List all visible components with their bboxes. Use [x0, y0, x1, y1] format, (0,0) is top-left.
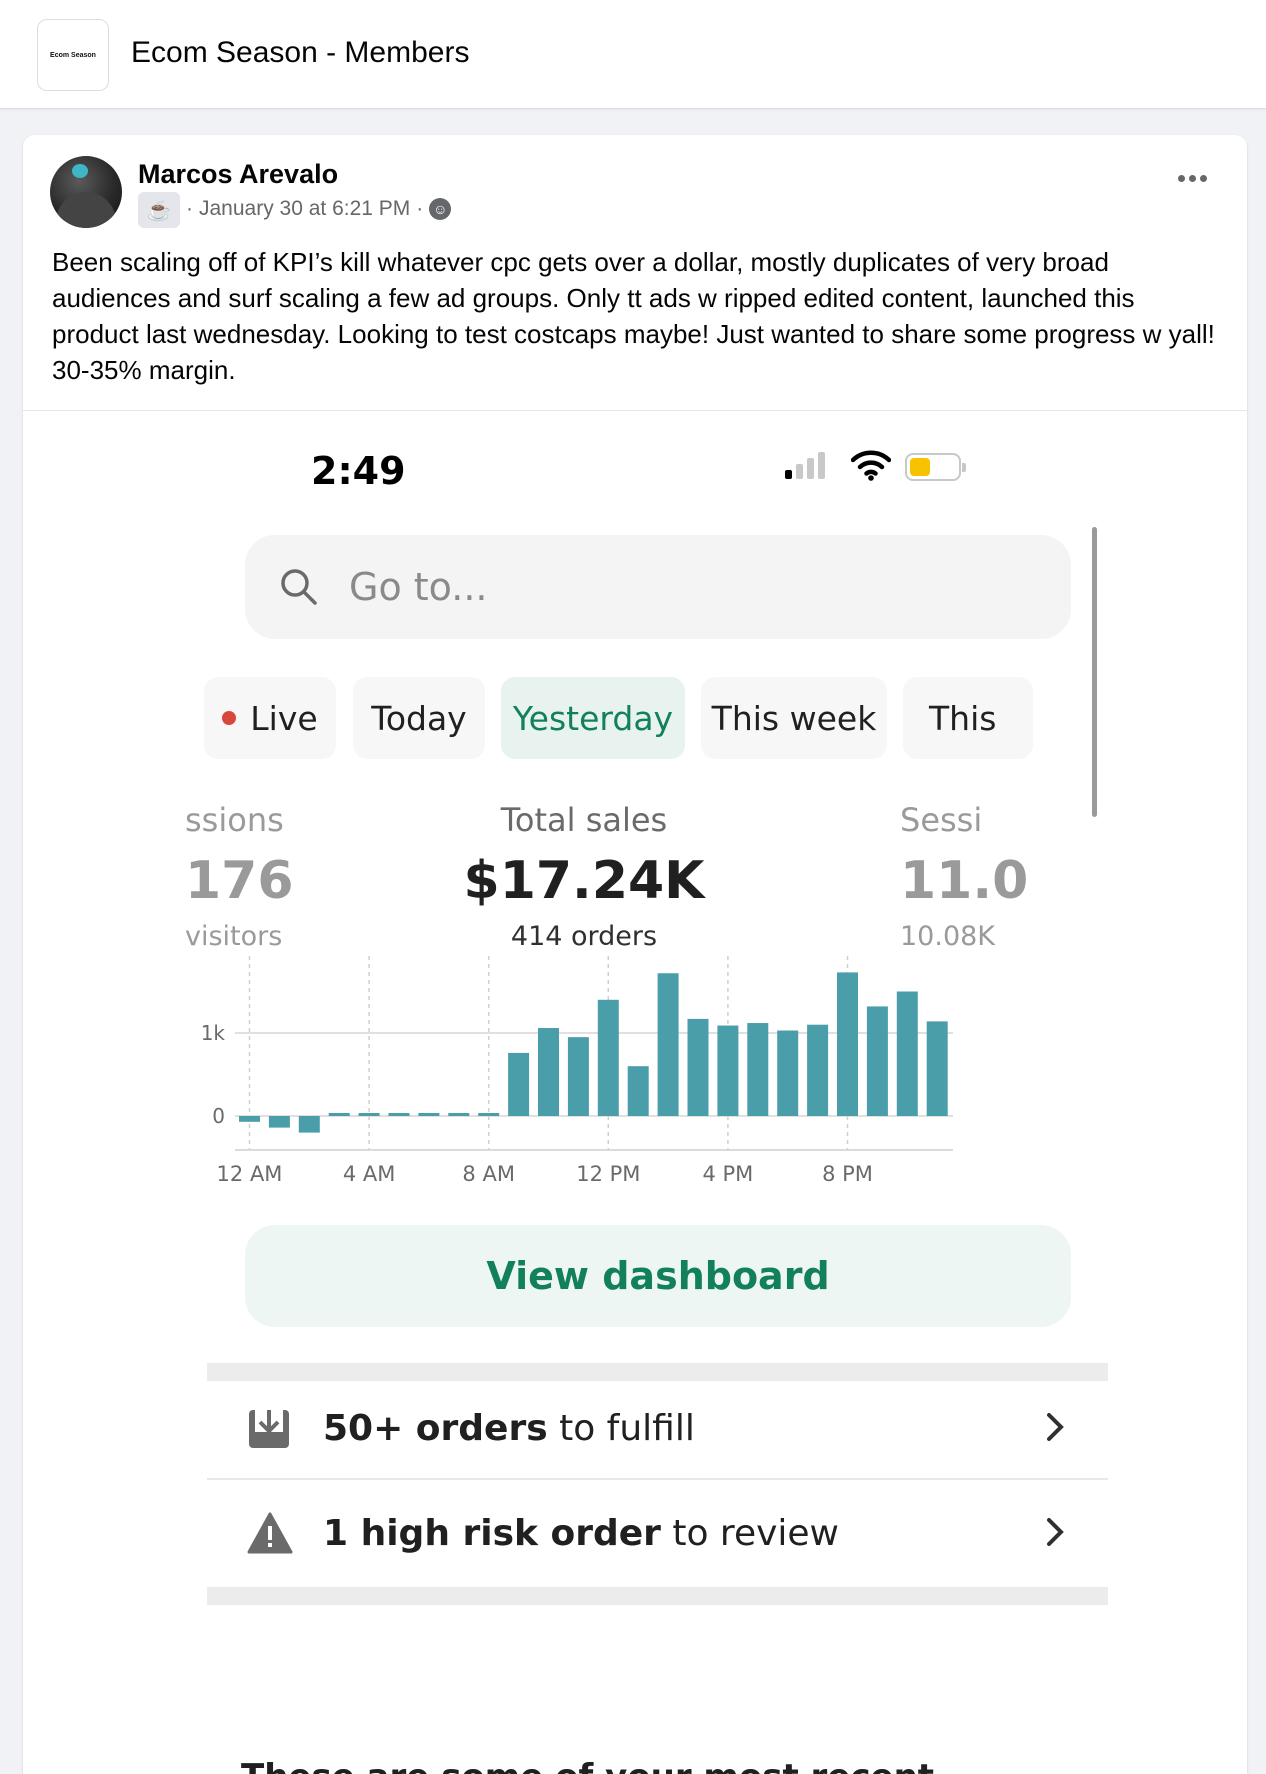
status-time: 2:49	[311, 449, 406, 493]
tab-label: Live	[250, 698, 318, 738]
x-tick-label: 4 AM	[343, 1162, 396, 1186]
chart-bar	[866, 1006, 888, 1116]
chart-bar	[388, 1113, 410, 1116]
post-text: Been scaling off of KPI’s kill whatever …	[52, 247, 1215, 385]
total-sales-label: Total sales	[500, 801, 668, 839]
battery-level	[910, 458, 930, 476]
section-divider	[207, 1587, 1108, 1605]
chart-bar	[717, 1025, 739, 1116]
tab-live[interactable]: Live	[204, 677, 336, 759]
tab-label: Today	[371, 698, 467, 738]
chart-bar	[478, 1113, 500, 1116]
section-divider	[207, 1363, 1108, 1381]
y-tick-label: 0	[212, 1104, 225, 1128]
dot-icon	[1200, 175, 1207, 182]
chevron-right-icon	[1047, 1518, 1064, 1546]
tab-label: This	[929, 698, 997, 738]
post-image[interactable]: 2:49	[23, 411, 1247, 1774]
y-tick-label: 1k	[201, 1021, 226, 1045]
dot-icon	[1189, 175, 1196, 182]
row-divider	[207, 1478, 1108, 1480]
meta-separator: ·	[186, 197, 193, 220]
task-orders-to-fulfill[interactable]: 50+ orders to fulfill	[207, 1381, 1108, 1475]
sessions-value: 176	[185, 851, 294, 911]
cellular-signal-icon	[785, 451, 825, 479]
more-options-button[interactable]	[1178, 175, 1207, 182]
meta-separator: ·	[416, 197, 424, 220]
task-high-risk-order[interactable]: 1 high risk order to review	[207, 1486, 1108, 1580]
avatar[interactable]	[50, 156, 122, 228]
orders-count: 414 orders	[510, 921, 658, 952]
sessions-value-right: 11.0	[900, 851, 1029, 911]
search-icon	[281, 569, 317, 605]
chart-bar	[896, 991, 918, 1116]
phone-screen: 2:49	[183, 411, 1108, 1774]
hourly-sales-chart: 1k 0 12 AM 4 AM 8 AM 12 PM 4 PM 8 PM	[201, 956, 953, 1186]
chart-bar	[239, 1116, 260, 1122]
battery-icon	[905, 453, 966, 481]
total-sales-value: $17.24K	[463, 851, 705, 911]
x-tick-label: 4 PM	[702, 1162, 753, 1186]
coffee-cup-icon[interactable]: ☕	[138, 192, 180, 228]
author-name[interactable]: Marcos Arevalo	[138, 159, 339, 189]
view-dashboard-button[interactable]: View dashboard	[245, 1225, 1071, 1327]
x-tick-label: 8 PM	[822, 1162, 873, 1186]
chart-bar	[777, 1030, 799, 1116]
chart-bar	[807, 1024, 829, 1116]
tab-label: This week	[711, 698, 877, 738]
dot-icon	[1178, 175, 1185, 182]
chart-bar	[298, 1116, 320, 1133]
warning-triangle-icon	[247, 1512, 293, 1554]
scrollbar[interactable]	[1092, 527, 1097, 817]
x-tick-label: 12 PM	[576, 1162, 640, 1186]
chart-bar	[627, 1066, 649, 1116]
group-audience-icon: ☺	[429, 198, 452, 220]
group-name[interactable]: Ecom Season - Members	[131, 36, 470, 69]
group-header: Ecom Season Ecom Season - Members	[0, 0, 1266, 109]
chart-bar	[328, 1113, 350, 1116]
post-date[interactable]: January 30 at 6:21 PM	[199, 197, 411, 220]
post-card: Marcos Arevalo ☕ · January 30 at 6:21 PM…	[23, 135, 1247, 1774]
chart-bar	[567, 1037, 589, 1116]
tab-yesterday[interactable]: Yesterday	[501, 677, 685, 759]
chart-bar	[926, 1021, 948, 1116]
tab-today[interactable]: Today	[353, 677, 485, 759]
search-input[interactable]: Go to...	[245, 535, 1071, 639]
sessions-label-right: Sessi	[900, 801, 983, 839]
task-label: 50+ orders to fulfill	[323, 1407, 695, 1449]
chart-bar	[657, 973, 679, 1116]
task-label: 1 high risk order to review	[323, 1512, 839, 1554]
chart-bar	[597, 999, 619, 1116]
visitors-label: visitors	[185, 921, 283, 952]
chart-bar	[508, 1052, 530, 1116]
chart-bar	[418, 1113, 440, 1116]
x-tick-label: 12 AM	[217, 1162, 283, 1186]
live-dot-icon	[222, 711, 237, 725]
post-meta: · January 30 at 6:21 PM · ☺	[186, 197, 452, 221]
chart-bar	[538, 1028, 559, 1116]
chart-bar	[268, 1116, 290, 1128]
tab-label: Yesterday	[512, 698, 674, 738]
chart-bar	[448, 1113, 470, 1116]
chart-bar	[358, 1113, 380, 1116]
chart-bar	[837, 972, 858, 1116]
download-tray-icon	[249, 1410, 289, 1448]
group-logo[interactable]: Ecom Season	[37, 19, 109, 91]
x-tick-label: 8 AM	[462, 1162, 515, 1186]
sessions-label: ssions	[185, 801, 284, 839]
group-logo-text: Ecom Season	[50, 51, 96, 59]
sessions-sub-right: 10.08K	[900, 921, 996, 952]
divider	[23, 410, 1247, 411]
wifi-icon	[851, 450, 891, 481]
tab-this-month[interactable]: This	[903, 677, 1033, 759]
recent-section-heading: These are some of your most recent	[241, 1757, 934, 1774]
chevron-right-icon	[1047, 1413, 1064, 1441]
search-placeholder: Go to...	[349, 565, 488, 609]
chart-bar	[747, 1023, 769, 1116]
tab-this-week[interactable]: This week	[701, 677, 887, 759]
chart-bar	[687, 1018, 709, 1116]
